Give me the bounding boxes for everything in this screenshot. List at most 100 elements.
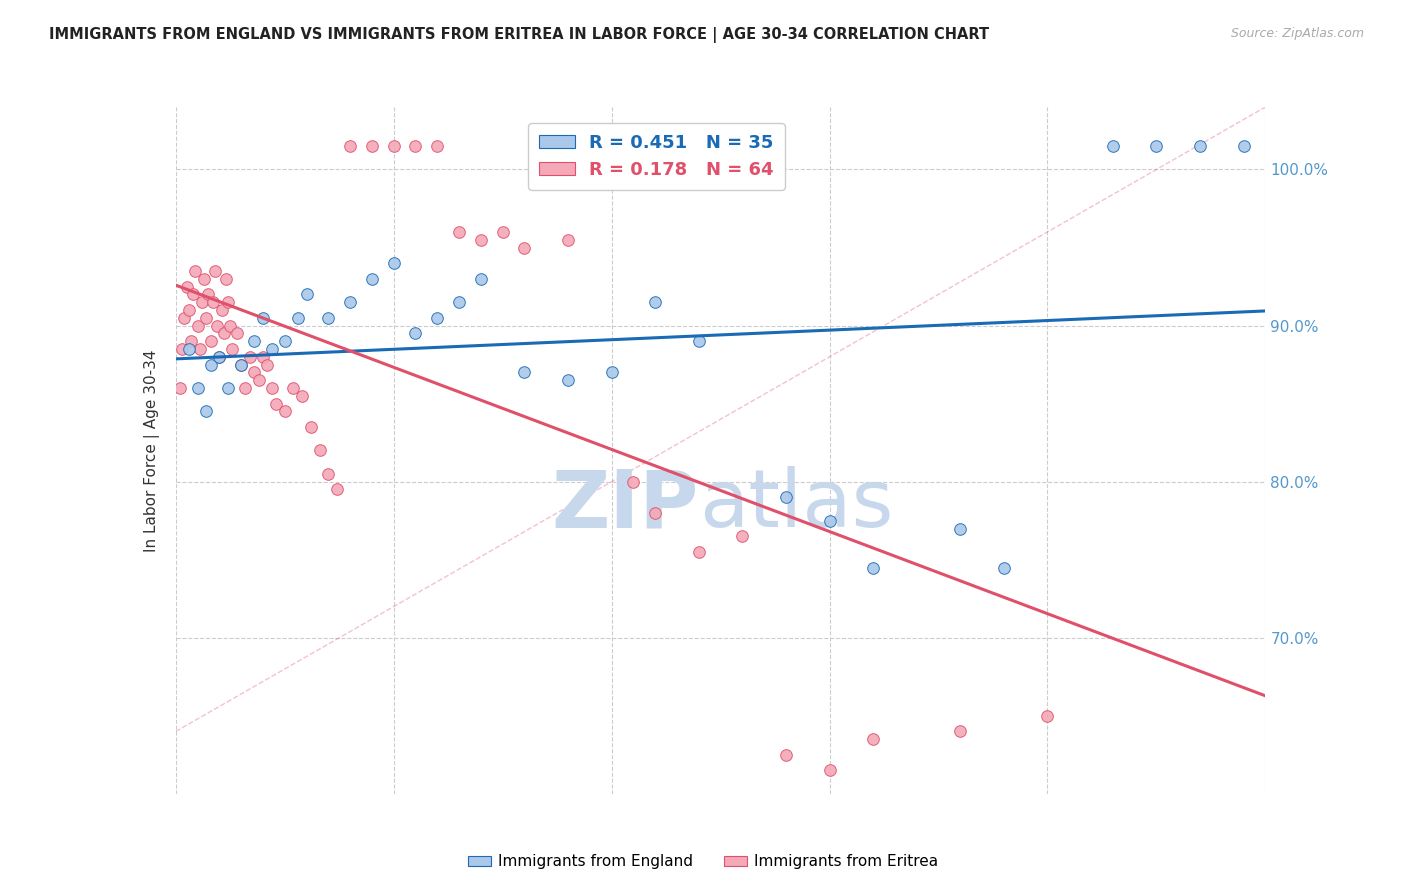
- Point: [200, 334, 222, 348]
- Point: [274, 404, 297, 418]
- Point: [243, 366, 266, 380]
- Point: [231, 358, 253, 372]
- Point: [208, 350, 231, 364]
- Point: [177, 302, 200, 317]
- Point: [949, 724, 972, 739]
- Point: [382, 139, 405, 153]
- Point: [426, 139, 449, 153]
- Point: [208, 350, 231, 364]
- Point: [299, 420, 322, 434]
- Point: [217, 295, 239, 310]
- Point: [197, 287, 219, 301]
- Point: [1102, 139, 1125, 153]
- Point: [252, 350, 274, 364]
- Point: [256, 358, 278, 372]
- Point: [195, 310, 218, 325]
- Point: [225, 326, 247, 341]
- Legend: R = 0.451   N = 35, R = 0.178   N = 64: R = 0.451 N = 35, R = 0.178 N = 64: [529, 123, 785, 190]
- Point: [243, 334, 266, 348]
- Point: [204, 264, 226, 278]
- Point: [862, 560, 884, 574]
- Point: [621, 475, 644, 489]
- Point: [264, 396, 287, 410]
- Point: [231, 358, 253, 372]
- Point: [688, 545, 710, 559]
- Point: [1189, 139, 1212, 153]
- Point: [731, 529, 754, 543]
- Point: [212, 326, 235, 341]
- Point: [361, 272, 384, 286]
- Point: [235, 381, 257, 395]
- Point: [644, 295, 666, 310]
- Point: [211, 302, 233, 317]
- Point: [295, 287, 318, 301]
- Point: [221, 342, 243, 356]
- Point: [600, 366, 623, 380]
- Point: [219, 318, 242, 333]
- Point: [177, 342, 200, 356]
- Point: [426, 310, 449, 325]
- Legend: Immigrants from England, Immigrants from Eritrea: Immigrants from England, Immigrants from…: [461, 848, 945, 875]
- Point: [173, 310, 195, 325]
- Point: [200, 358, 222, 372]
- Point: [470, 272, 492, 286]
- Point: [239, 350, 262, 364]
- Point: [339, 295, 361, 310]
- Point: [318, 310, 340, 325]
- Point: [274, 334, 297, 348]
- Point: [818, 514, 841, 528]
- Point: [217, 381, 239, 395]
- Point: [181, 287, 204, 301]
- Point: [215, 272, 238, 286]
- Point: [193, 272, 215, 286]
- Point: [260, 342, 283, 356]
- Point: [180, 334, 202, 348]
- Point: [949, 522, 972, 536]
- Point: [775, 491, 797, 505]
- Point: [191, 295, 214, 310]
- Point: [557, 373, 579, 387]
- Point: [186, 318, 209, 333]
- Point: [579, 139, 602, 153]
- Text: ZIP: ZIP: [551, 467, 699, 544]
- Point: [184, 264, 207, 278]
- Point: [247, 373, 270, 387]
- Point: [260, 381, 283, 395]
- Point: [318, 467, 340, 481]
- Point: [1233, 139, 1256, 153]
- Point: [382, 256, 405, 270]
- Point: [361, 139, 384, 153]
- Point: [557, 233, 579, 247]
- Point: [308, 443, 330, 458]
- Text: Source: ZipAtlas.com: Source: ZipAtlas.com: [1230, 27, 1364, 40]
- Point: [470, 233, 492, 247]
- Point: [188, 342, 211, 356]
- Point: [252, 310, 274, 325]
- Point: [534, 139, 557, 153]
- Point: [688, 334, 710, 348]
- Point: [172, 342, 194, 356]
- Point: [862, 732, 884, 747]
- Point: [818, 764, 841, 778]
- Point: [291, 389, 314, 403]
- Point: [513, 241, 536, 255]
- Point: [339, 139, 361, 153]
- Point: [205, 318, 228, 333]
- Point: [283, 381, 305, 395]
- Point: [492, 225, 515, 239]
- Point: [405, 139, 427, 153]
- Point: [513, 366, 536, 380]
- Point: [993, 560, 1015, 574]
- Point: [326, 483, 349, 497]
- Point: [195, 404, 218, 418]
- Point: [186, 381, 209, 395]
- Point: [201, 295, 224, 310]
- Point: [405, 326, 427, 341]
- Text: IMMIGRANTS FROM ENGLAND VS IMMIGRANTS FROM ERITREA IN LABOR FORCE | AGE 30-34 CO: IMMIGRANTS FROM ENGLAND VS IMMIGRANTS FR…: [49, 27, 990, 43]
- Point: [169, 381, 191, 395]
- Y-axis label: In Labor Force | Age 30-34: In Labor Force | Age 30-34: [143, 349, 160, 552]
- Point: [1036, 708, 1059, 723]
- Point: [644, 506, 666, 520]
- Point: [287, 310, 309, 325]
- Point: [1146, 139, 1168, 153]
